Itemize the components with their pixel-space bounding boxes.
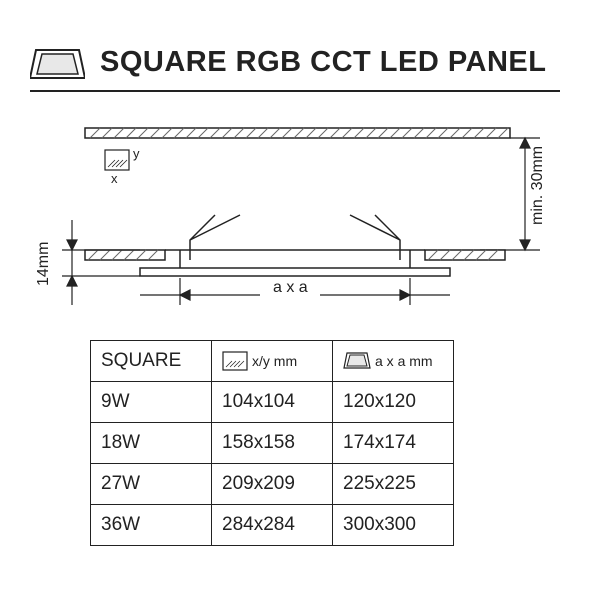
cell-xy: 104x104	[212, 382, 333, 423]
table-header-row: SQUARE x/y mm a x a mm	[91, 341, 454, 382]
cutout-dimension: a x a a x a	[140, 278, 450, 305]
table-row: 9W 104x104 120x120	[91, 382, 454, 423]
cell-axa: 225x225	[333, 464, 454, 505]
cell-power: 18W	[91, 423, 212, 464]
cell-axa: 174x174	[333, 423, 454, 464]
xy-x-label: x	[111, 171, 118, 186]
table-row: 18W 158x158 174x174	[91, 423, 454, 464]
panel-persp-icon	[343, 351, 371, 371]
header-xy: x/y mm	[212, 341, 333, 382]
min-clearance-dimension: min. 30mm	[480, 138, 546, 250]
xy-y-label: y	[133, 146, 140, 161]
cell-power: 36W	[91, 505, 212, 546]
title-underline	[30, 90, 560, 92]
header-axa-sub: a x a mm	[371, 353, 433, 369]
cell-xy: 209x209	[212, 464, 333, 505]
ceiling-plate	[85, 128, 510, 138]
table-row: 36W 284x284 300x300	[91, 505, 454, 546]
cutout-box-icon	[222, 351, 248, 371]
depth-dimension: 14mm	[35, 220, 140, 305]
header-axa: a x a mm	[333, 341, 454, 382]
dimension-diagram: y x min. 30mm	[30, 110, 560, 320]
header-square: SQUARE	[91, 341, 212, 382]
cell-xy: 284x284	[212, 505, 333, 546]
xy-reference-icon: y x	[105, 146, 140, 186]
cell-xy: 158x158	[212, 423, 333, 464]
table-row: 27W 209x209 225x225	[91, 464, 454, 505]
cell-axa: 300x300	[333, 505, 454, 546]
depth-label: 14mm	[35, 242, 52, 286]
spec-table: SQUARE x/y mm a x a mm	[90, 340, 454, 546]
title-panel-icon	[30, 46, 85, 82]
cutout-label2: a x a	[273, 279, 308, 296]
cell-power: 9W	[91, 382, 212, 423]
page-title: SQUARE RGB CCT LED PANEL	[100, 46, 546, 79]
mounting-section	[85, 215, 505, 276]
cell-axa: 120x120	[333, 382, 454, 423]
min-clearance-label: min. 30mm	[529, 146, 546, 225]
header-xy-sub: x/y mm	[248, 353, 297, 369]
cell-power: 27W	[91, 464, 212, 505]
